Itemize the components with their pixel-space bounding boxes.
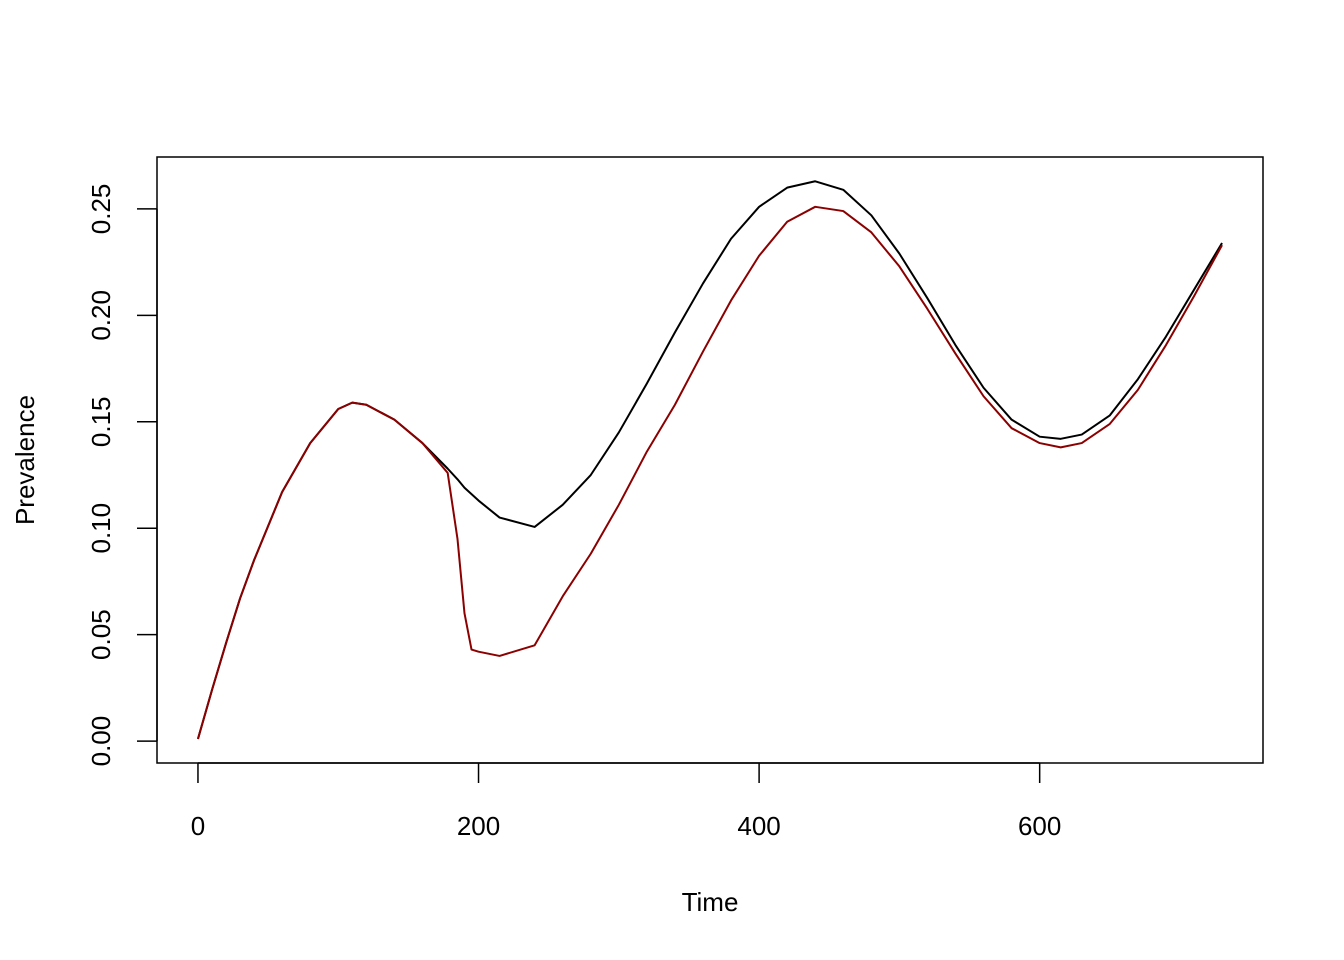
y-tick-label: 0.05	[86, 609, 116, 660]
plot-frame	[156, 156, 1264, 764]
x-tick-label: 0	[191, 811, 205, 841]
series-line	[196, 180, 1223, 740]
series-line	[196, 205, 1223, 740]
y-tick-label: 0.25	[86, 184, 116, 235]
y-axis-label: Prevalence	[10, 395, 40, 525]
x-axis-label: Time	[682, 887, 739, 917]
x-tick-label: 600	[1018, 811, 1061, 841]
x-tick-label: 200	[457, 811, 500, 841]
y-tick-label: 0.00	[86, 716, 116, 767]
y-tick-label: 0.10	[86, 503, 116, 554]
x-tick-label: 400	[737, 811, 780, 841]
y-tick-label: 0.20	[86, 290, 116, 341]
y-tick-label: 0.15	[86, 396, 116, 447]
